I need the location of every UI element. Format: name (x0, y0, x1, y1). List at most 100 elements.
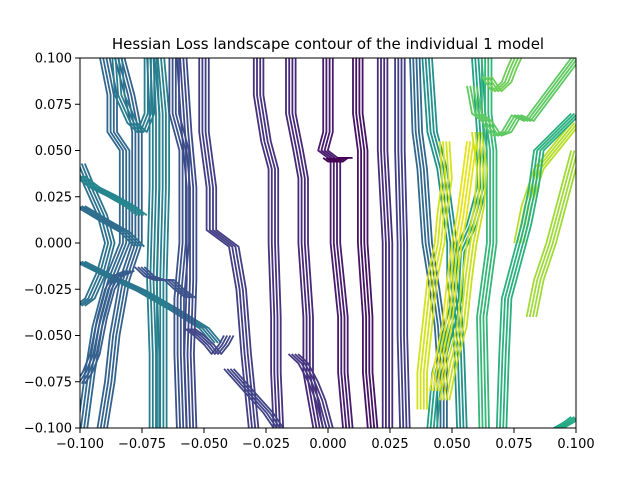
contour-line-7-strand-2 (149, 58, 154, 428)
contour-line-12-strand-4 (294, 58, 324, 428)
contour-line-27-strand-3 (445, 131, 485, 401)
contour-line-27-strand-2 (442, 131, 482, 401)
contour-line-22-strand-2 (469, 58, 576, 137)
contour-line-32-strand-4 (84, 269, 135, 385)
contour-line-34-strand-2 (186, 327, 228, 355)
contour-line-35-strand-4 (232, 368, 284, 428)
contour-line-13-strand-2 (320, 58, 348, 428)
contour-line-2-strand-4 (86, 58, 131, 428)
contour-line-13-strand-4 (326, 58, 354, 428)
contour-line-34-strand-4 (193, 327, 235, 355)
contour-line-7-strand-3 (152, 58, 157, 428)
y-tick-label-6: 0.025 (35, 190, 72, 205)
contour-line-30-strand-1 (80, 178, 138, 217)
x-tick-label-6: 0.025 (371, 437, 408, 452)
contour-line-8-strand-1 (168, 58, 181, 428)
contour-line-21-strand-3 (487, 58, 519, 93)
x-tick-label-8: 0.075 (495, 437, 532, 452)
contour-line-14-strand-3 (358, 58, 376, 428)
contour-line-36-strand-4 (297, 353, 334, 428)
contour-line-31-strand-4 (121, 58, 156, 133)
contour-line-12-strand-1 (285, 58, 315, 428)
contour-line-15-strand-1 (376, 58, 384, 428)
contour-line-33-strand-4 (143, 266, 197, 300)
contour-line-20-strand-2 (479, 58, 491, 428)
contour-line-30-strand-4 (84, 175, 148, 217)
contour-line-8-strand-2 (171, 58, 184, 428)
contour-line-29-strand-2 (556, 416, 575, 428)
contour-line-24-strand-4 (535, 164, 576, 318)
contour-line-10-strand-1 (198, 58, 250, 428)
contour-line-35-strand-1 (223, 368, 275, 428)
y-tick-label-5: 0.000 (35, 237, 72, 252)
contour-line-26-strand-1 (428, 141, 468, 392)
x-tick-label-2: −0.075 (118, 437, 166, 452)
contour-line-15-strand-2 (380, 58, 387, 428)
contour-line-3-strand-1 (96, 58, 134, 428)
contour-line-20-strand-4 (485, 58, 498, 428)
contour-line-21-strand-2 (484, 58, 516, 93)
contour-line-3-strand-3 (103, 58, 140, 428)
contour-line-35-strand-2 (226, 368, 278, 428)
contour-line-32-strand-2 (80, 269, 129, 383)
contour-line-28-strand-2 (499, 112, 576, 428)
contour-line-32-strand-3 (80, 269, 132, 385)
contour-line-10-strand-2 (201, 58, 253, 428)
contour-line-36-strand-1 (287, 353, 325, 428)
contour-line-22-strand-4 (475, 62, 576, 137)
contour-line-26-strand-3 (435, 141, 475, 392)
contour-line-25-strand-4 (426, 141, 453, 410)
y-tick-label-7: 0.050 (35, 144, 72, 159)
contour-line-36-strand-3 (294, 353, 331, 428)
contour-line-12-strand-2 (288, 58, 318, 428)
contour-line-6-strand-3 (160, 58, 167, 428)
contour-line-34-strand-3 (190, 327, 232, 355)
contour-line-26-strand-4 (438, 141, 478, 392)
contour-line-13-strand-3 (323, 58, 351, 428)
contour-line-2-strand-2 (80, 58, 124, 428)
contour-line-27-strand-4 (448, 131, 488, 401)
contour-line-29-strand-1 (553, 416, 572, 428)
contour-line-24-strand-3 (532, 152, 576, 318)
contour-line-4-strand-4 (84, 205, 145, 248)
contour-line-23-strand-1 (513, 122, 572, 244)
contour-line-4-strand-1 (80, 207, 136, 248)
contour-line-9-strand-1 (176, 58, 188, 428)
contour-line-7-strand-4 (155, 58, 161, 428)
contour-line-30-strand-2 (80, 176, 141, 217)
contour-line-11-strand-4 (262, 58, 285, 428)
contour-line-16-strand-3 (400, 58, 408, 428)
x-tick-label-1: −0.100 (56, 437, 104, 452)
contour-line-2-strand-1 (80, 58, 121, 418)
x-tick-label-7: 0.050 (433, 437, 470, 452)
contour-line-30-strand-3 (81, 175, 145, 217)
contour-line-21-strand-1 (481, 58, 513, 93)
contour-line-15-strand-3 (383, 58, 391, 428)
contour-line-28-strand-3 (502, 113, 576, 428)
contour-line-34-strand-1 (183, 327, 225, 355)
contour-line-24-strand-1 (525, 150, 573, 318)
contour-line-3-strand-2 (99, 58, 137, 428)
contour-line-1-strand-1 (80, 172, 106, 304)
contour-line-25-strand-1 (416, 141, 444, 410)
contour-line-6-strand-2 (156, 58, 164, 428)
contour-line-27-strand-1 (438, 131, 478, 401)
contour-line-29-strand-3 (559, 416, 576, 428)
contour-line-15-strand-4 (386, 58, 394, 428)
contour-line-9-strand-3 (182, 58, 195, 428)
y-tick-label-4: −0.025 (24, 283, 72, 298)
y-tick-label-1: −0.100 (24, 422, 72, 437)
contour-line-14-strand-2 (355, 58, 372, 428)
contour-line-4-strand-3 (81, 205, 142, 248)
contour-line-8-strand-3 (174, 58, 187, 428)
chart-title: Hessian Loss landscape contour of the in… (112, 35, 544, 53)
contour-line-6-strand-4 (163, 58, 171, 428)
contour-line-31-strand-3 (117, 58, 152, 133)
contour-line-16-strand-4 (403, 58, 411, 428)
contour-line-10-strand-4 (207, 58, 260, 428)
contour-line-13-strand-1 (317, 58, 344, 428)
contour-line-11-strand-1 (252, 58, 275, 428)
contour-line-4-strand-2 (80, 205, 139, 248)
contour-line-25-strand-2 (419, 141, 447, 410)
